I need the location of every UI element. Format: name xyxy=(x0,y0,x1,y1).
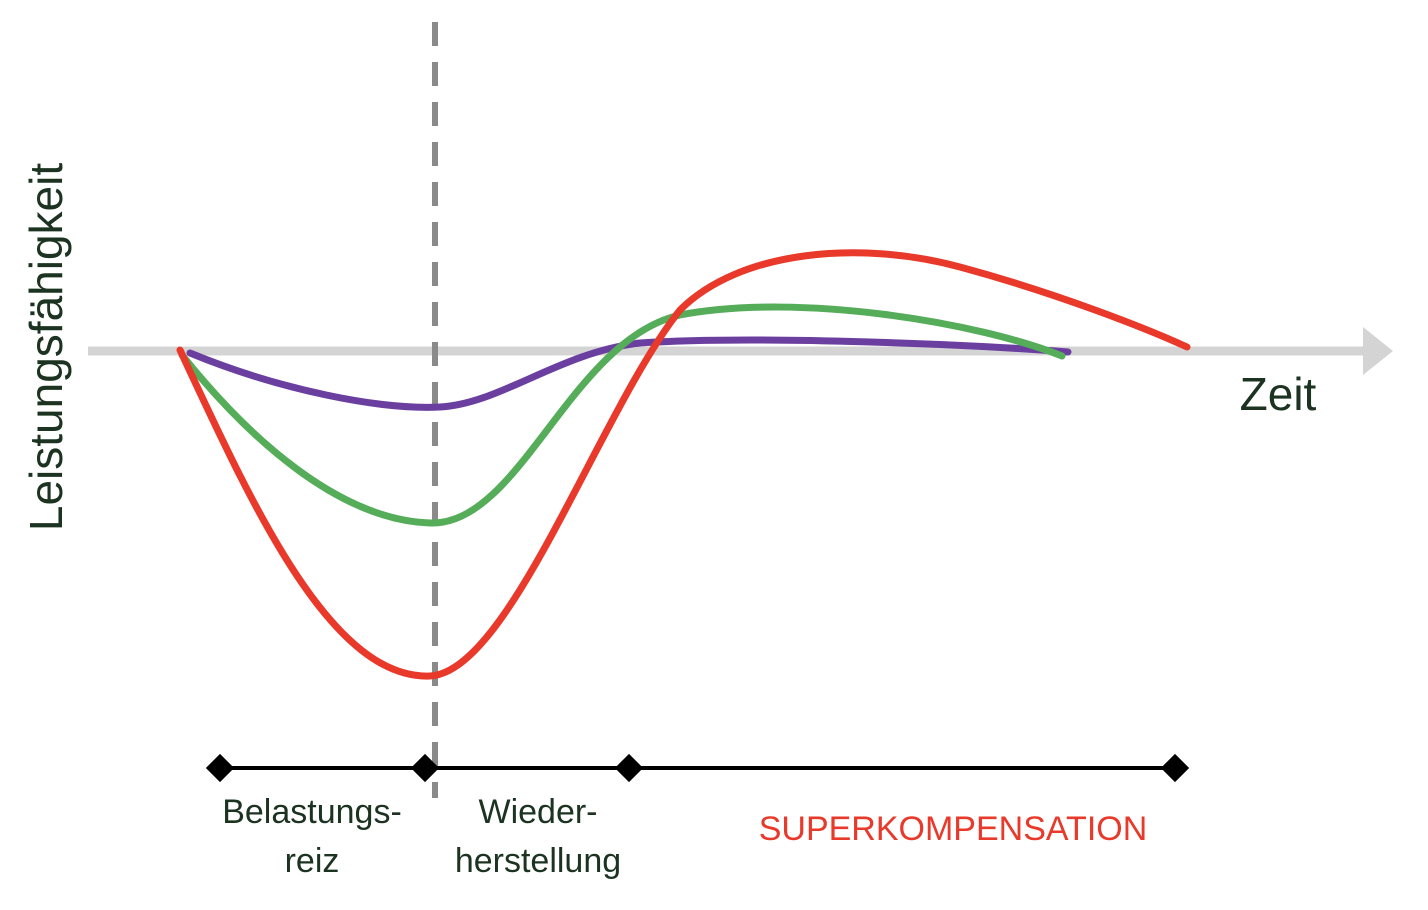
curve-medium xyxy=(178,303,1066,527)
diamond-icon xyxy=(410,753,440,783)
x-axis-label: Zeit xyxy=(1240,368,1317,420)
diamond-icon xyxy=(614,753,644,783)
axis-arrow-icon xyxy=(1363,327,1393,375)
phase-label-belastungsreiz-line1: Belastungs- xyxy=(222,793,402,831)
diamond-icon xyxy=(1160,753,1190,783)
curve-strong xyxy=(176,249,1191,680)
phase-label-superkompensation: SUPERKOMPENSATION xyxy=(759,810,1148,848)
phase-label-belastungsreiz-line2: reiz xyxy=(285,842,340,880)
curve-weak xyxy=(186,336,1072,411)
y-axis-label: Leistungsfähigkeit xyxy=(20,163,72,531)
phase-label-wiederherstellung-line2: herstellung xyxy=(455,842,621,880)
diamond-icon xyxy=(205,753,235,783)
phase-label-wiederherstellung-line1: Wieder- xyxy=(478,793,597,831)
